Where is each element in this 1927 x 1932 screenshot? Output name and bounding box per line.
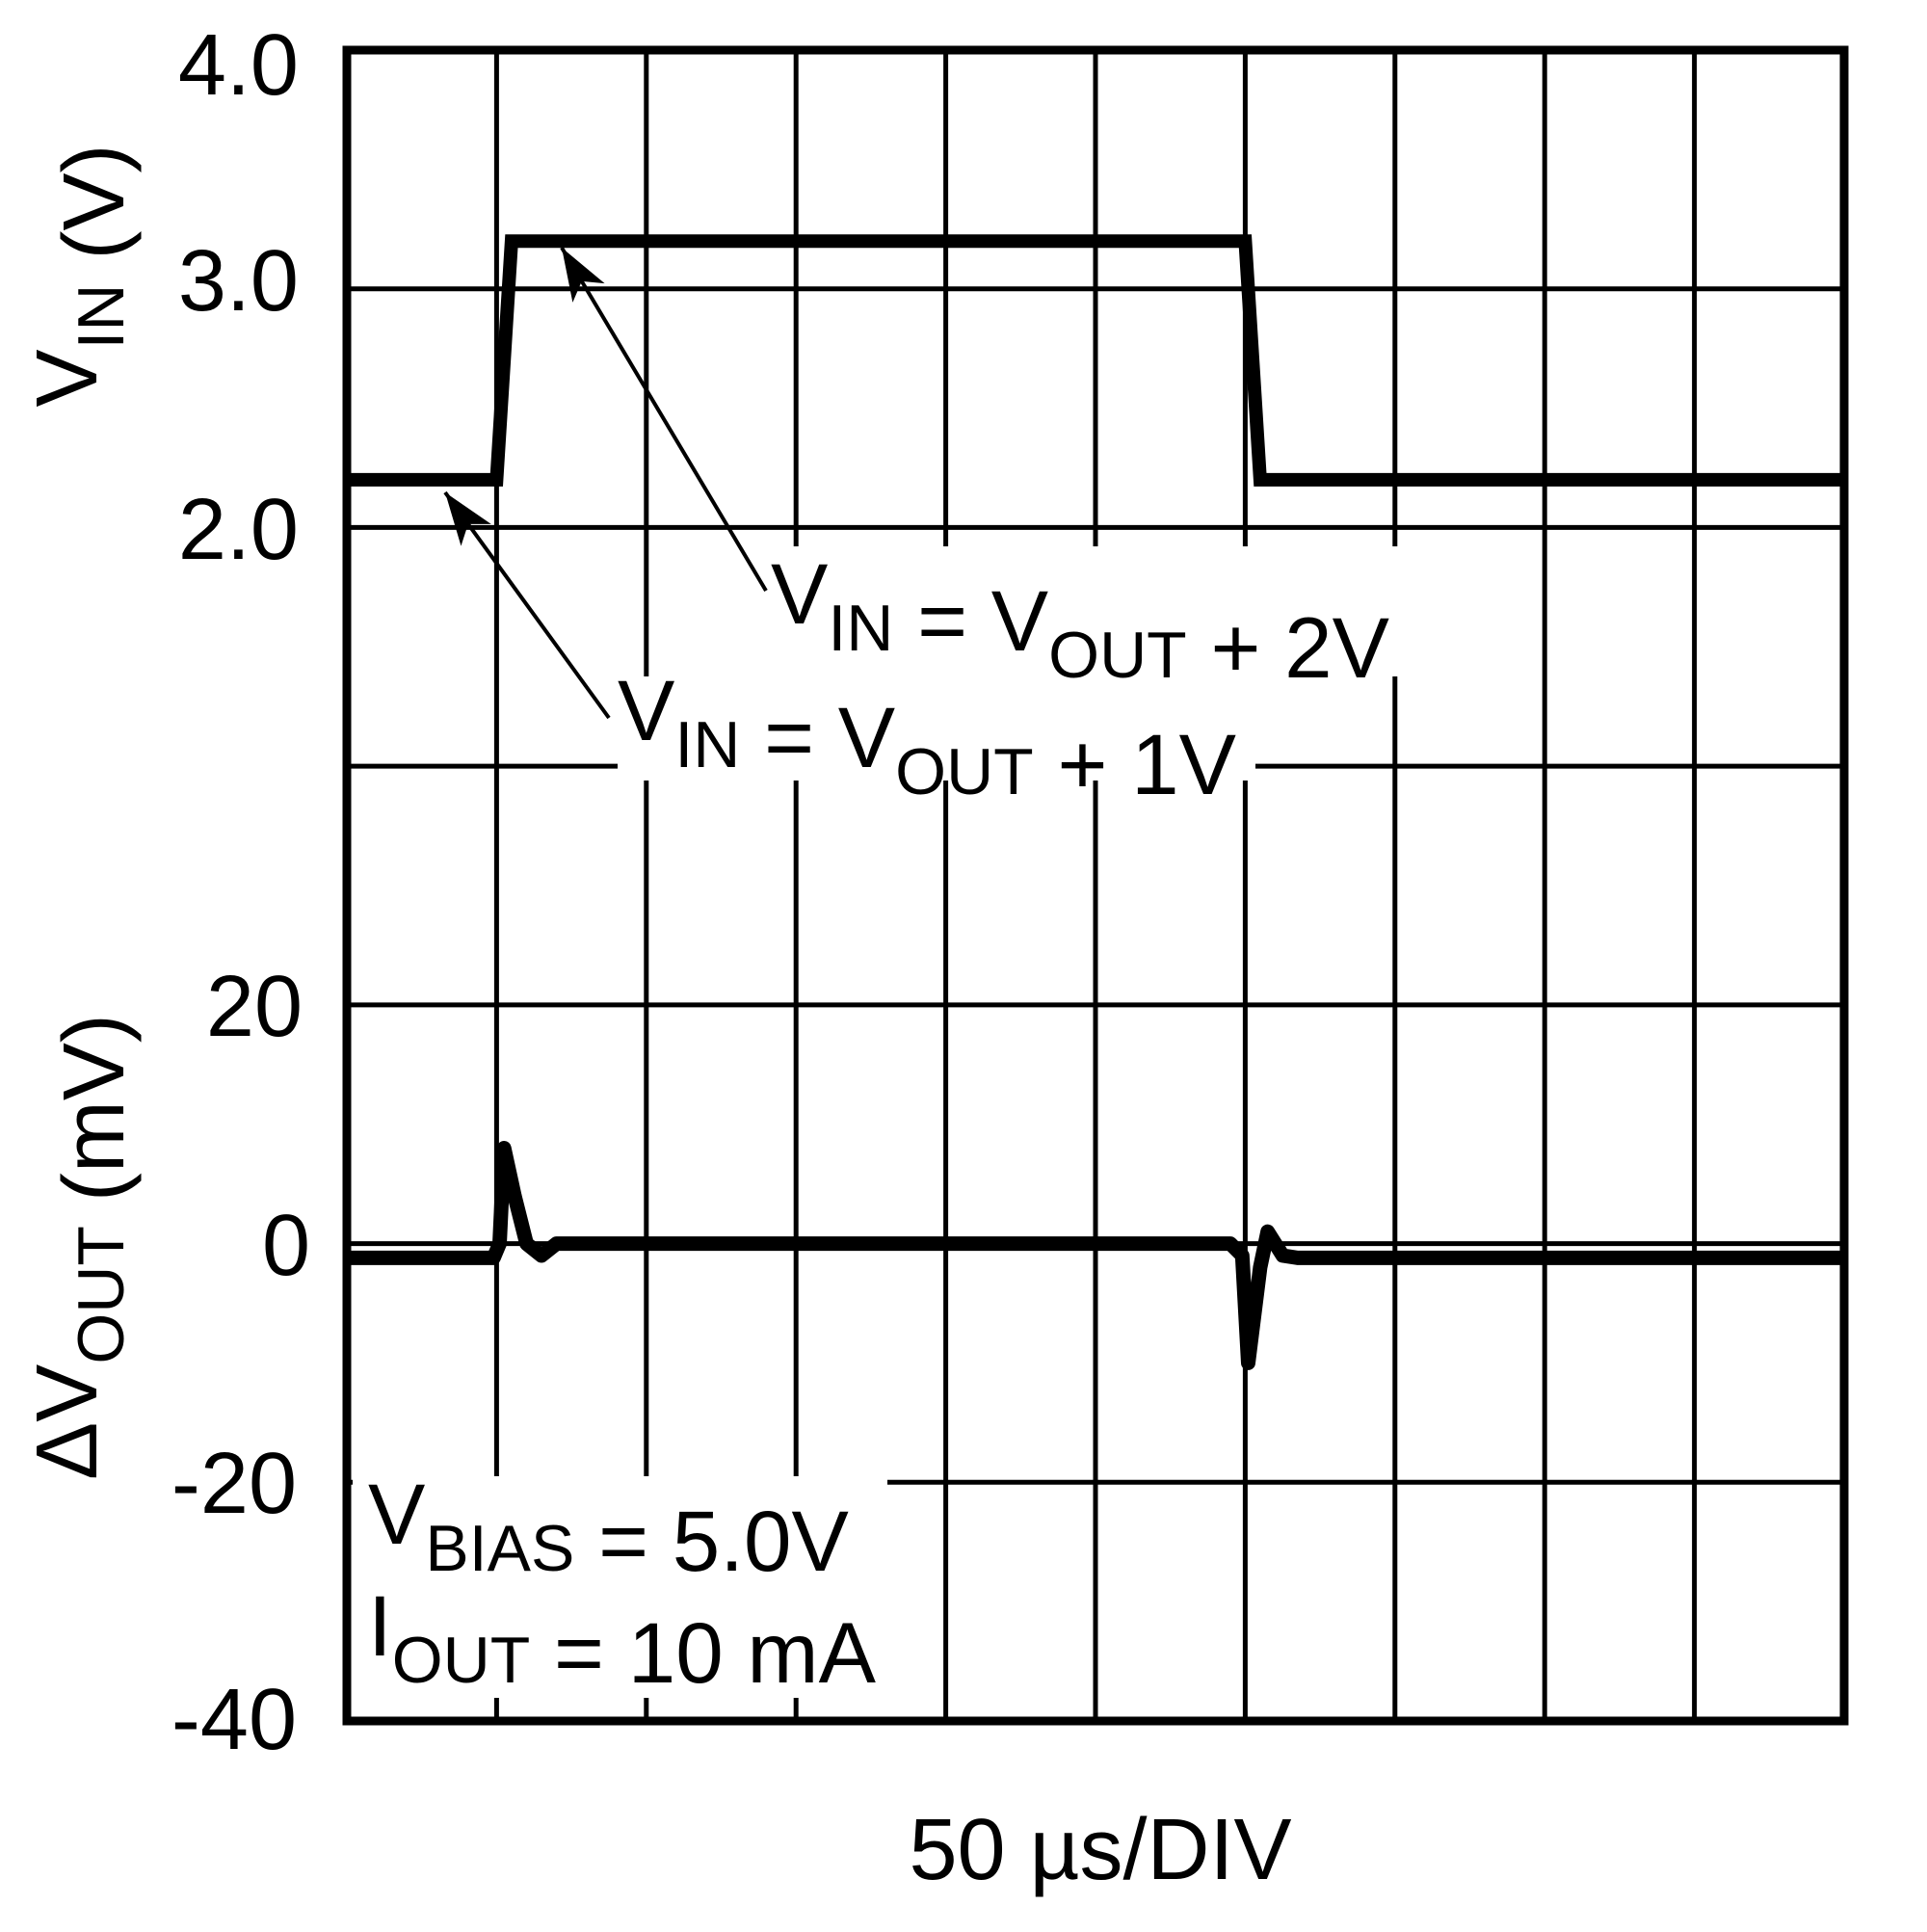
x-axis-title: 50 µs/DIV — [909, 1802, 1291, 1898]
arrow-vin-plus-2v — [560, 246, 768, 593]
annotation-backgrounds — [353, 546, 1407, 1698]
annotation-vbias: VBIAS = 5.0V — [368, 1466, 849, 1589]
traces — [347, 234, 1844, 1370]
tick-label: 2.0 — [178, 482, 299, 578]
arrowhead-icon — [562, 248, 605, 303]
tick-label: -40 — [172, 1672, 297, 1768]
annotation-vin-plus-1v: VIN = VOUT + 1V — [618, 662, 1236, 812]
annotation-background — [353, 1476, 887, 1698]
plot-frame — [342, 45, 1849, 1726]
tick-label: 3.0 — [178, 233, 299, 330]
delta-vout-trace — [347, 1141, 1844, 1370]
annotation-arrows — [443, 246, 768, 720]
annotation-background — [657, 546, 1407, 676]
tick-label: -20 — [172, 1436, 297, 1532]
tick-label: 20 — [206, 959, 303, 1055]
arrowhead-icon — [445, 492, 491, 546]
dvout-tick-labels: 20 0 -20 -40 — [172, 959, 310, 1768]
annotation-background — [618, 676, 1255, 781]
arrow-vin-plus-1v — [443, 490, 611, 720]
grid — [347, 50, 1844, 1721]
dvout-axis-title: ΔVOUT (mV) — [19, 1014, 143, 1480]
vin-trace — [347, 234, 1844, 487]
tick-label: 4.0 — [178, 17, 299, 114]
vin-tick-labels: 4.0 3.0 2.0 — [178, 17, 299, 578]
svg-text:ΔVOUT (mV): ΔVOUT (mV) — [19, 1014, 143, 1480]
annotation-vin-plus-2v: VIN = VOUT + 2V — [771, 545, 1389, 696]
vin-axis-title: VIN (V) — [19, 144, 143, 407]
annotation-iout: IOUT = 10 mA — [368, 1577, 877, 1701]
svg-text:VIN (V): VIN (V) — [19, 144, 143, 407]
tick-label: 0 — [262, 1198, 310, 1294]
